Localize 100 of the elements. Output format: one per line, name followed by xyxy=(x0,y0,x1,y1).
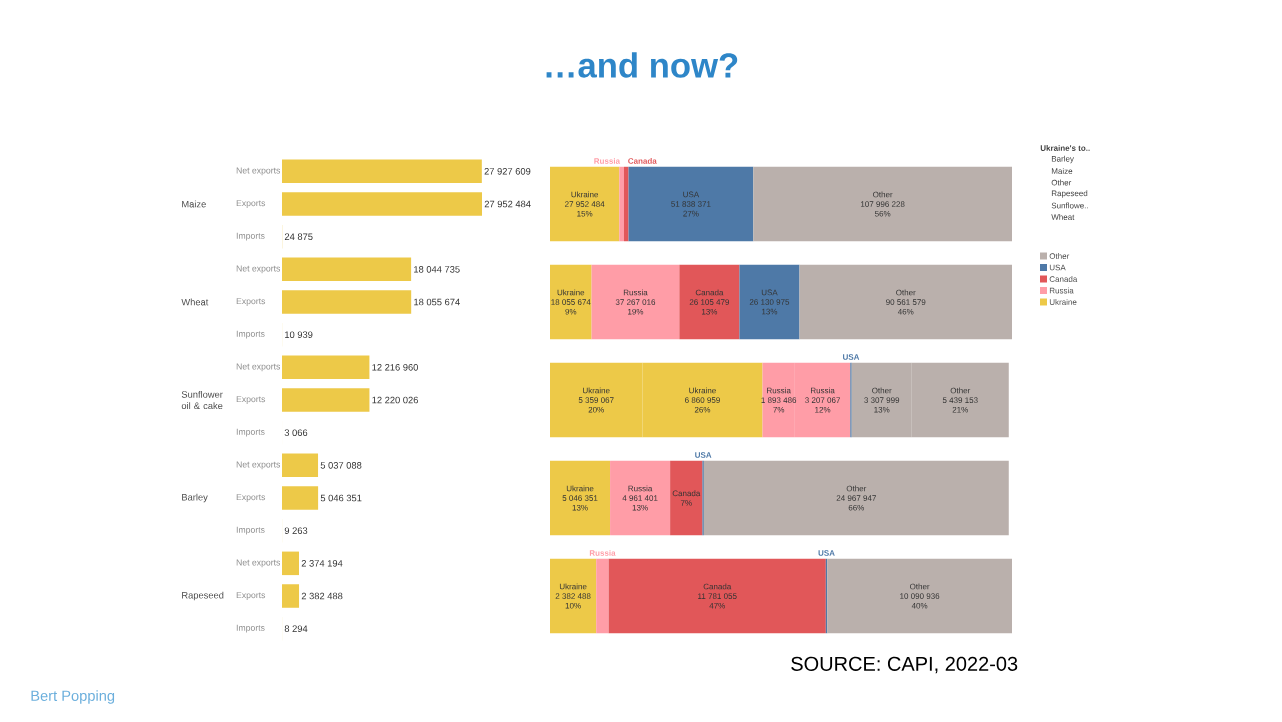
text: Ukraine xyxy=(583,387,610,394)
text: Russia xyxy=(623,289,648,296)
text: Canada xyxy=(672,490,701,497)
data-label: 24 967 947 66% xyxy=(836,495,876,511)
data-label: 37 267 016 19% xyxy=(615,299,656,315)
y-tick-label: Net exports xyxy=(236,265,281,274)
y-tick-label: Imports xyxy=(236,330,265,339)
text: Barley xyxy=(1051,155,1074,164)
bar xyxy=(282,388,370,412)
text: Other xyxy=(896,289,916,296)
bar xyxy=(282,453,319,478)
text: Ukraine's to.. xyxy=(1040,145,1090,151)
text: Canada xyxy=(628,157,657,164)
data-label: 8 294 xyxy=(284,625,308,632)
bar xyxy=(550,166,620,242)
series-label: Other xyxy=(872,387,892,394)
text: USA xyxy=(843,354,860,360)
data-label: 18 055 674 9% xyxy=(551,299,591,315)
data-label: 2 382 488 10% xyxy=(555,593,591,609)
bar xyxy=(753,166,1013,242)
data-label: 26 105 479 13% xyxy=(689,299,730,315)
text: Ukraine xyxy=(571,191,599,198)
data-label: 5 046 351 xyxy=(320,494,362,502)
y-tick-label: Net exports xyxy=(236,461,281,470)
data-label: 107 996 228 56% xyxy=(860,201,905,217)
text: USA xyxy=(683,191,700,198)
y-tick-label: Net exports xyxy=(236,559,281,568)
data-label: 51 838 371 27% xyxy=(671,201,711,217)
data-label: 5 046 351 13% xyxy=(562,495,598,511)
data-label: 18 055 674 xyxy=(414,298,460,306)
y-tick-label: Exports xyxy=(236,494,266,502)
bar xyxy=(282,192,482,216)
data-label: 18 044 735 xyxy=(414,266,460,273)
data-label: 10 939 xyxy=(285,331,313,338)
data-label: 90 561 579 46% xyxy=(886,299,926,315)
bar xyxy=(282,159,482,184)
y-tick-label: Barley xyxy=(182,493,208,503)
data-label: 6 860 959 26% xyxy=(685,397,720,413)
text: Rapeseed xyxy=(1051,190,1088,198)
legend-label: Ukraine xyxy=(1049,299,1077,305)
data-label: 12 216 960 xyxy=(372,364,419,371)
bar xyxy=(623,166,629,242)
y-tick-label: Wheat xyxy=(181,298,209,306)
bar xyxy=(608,558,826,634)
text: Russia xyxy=(767,387,791,394)
text: Wheat xyxy=(1051,214,1075,220)
text: Ukraine xyxy=(689,387,716,394)
data-label: 26 130 975 13% xyxy=(749,299,790,315)
y-tick-label: Sunflower oil & cake xyxy=(181,390,223,410)
text: Other xyxy=(909,583,930,590)
data-label: 24 875 xyxy=(284,233,313,240)
data-label: 3 066 xyxy=(284,429,308,436)
data-label: 11 781 055 47% xyxy=(698,593,737,609)
text: USA xyxy=(695,452,712,458)
source-note: SOURCE: CAPI, 2022-03 xyxy=(791,656,1018,674)
y-tick-label: Net exports xyxy=(236,363,281,372)
data-label: 4 961 401 13% xyxy=(622,495,658,511)
data-label: 3 207 067 12% xyxy=(805,397,840,413)
text: Canada xyxy=(695,289,724,296)
data-label: 27 952 484 xyxy=(484,200,531,208)
bar xyxy=(282,551,299,576)
data-label: 5 439 153 21% xyxy=(942,397,978,413)
bar xyxy=(282,355,370,380)
data-label: 7% xyxy=(680,500,692,506)
y-tick-label: Exports xyxy=(236,592,266,600)
bar xyxy=(679,264,740,340)
bar xyxy=(550,558,597,634)
bar xyxy=(619,166,624,242)
bar xyxy=(610,460,671,536)
text: Sunflowe.. xyxy=(1051,202,1088,209)
text: Russia xyxy=(628,485,653,492)
bar xyxy=(799,264,1013,340)
y-tick-label: Imports xyxy=(236,428,265,437)
legend-label: Canada xyxy=(1049,276,1078,282)
bar xyxy=(550,460,611,536)
y-tick-label: Net exports xyxy=(236,167,281,176)
legend-label: Russia xyxy=(1049,287,1074,294)
chart-title: …and now? xyxy=(546,52,738,78)
text: Ukraine xyxy=(559,583,587,590)
bar xyxy=(282,257,412,282)
text: Other xyxy=(846,485,867,492)
text: Other xyxy=(950,387,971,394)
bar xyxy=(827,558,1013,634)
bar xyxy=(282,584,300,608)
text: Ukraine xyxy=(566,485,594,492)
text: Canada xyxy=(703,583,732,590)
data-label: 5 037 088 xyxy=(320,462,362,469)
y-tick-label: Exports xyxy=(236,200,266,208)
data-label: 2 374 194 xyxy=(301,560,343,567)
bar xyxy=(550,264,592,340)
data-label: 27 952 484 15% xyxy=(565,201,605,217)
bar xyxy=(596,558,609,634)
data-label: 3 307 999 13% xyxy=(864,397,900,413)
y-tick-label: Exports xyxy=(236,396,266,404)
text: Russia xyxy=(589,549,616,556)
text: Russia xyxy=(811,387,835,394)
data-label: 9 263 xyxy=(284,527,308,534)
data-label: 27 927 609 xyxy=(484,168,531,175)
text: USA xyxy=(818,550,835,556)
series-label: Ukraine xyxy=(557,289,585,296)
